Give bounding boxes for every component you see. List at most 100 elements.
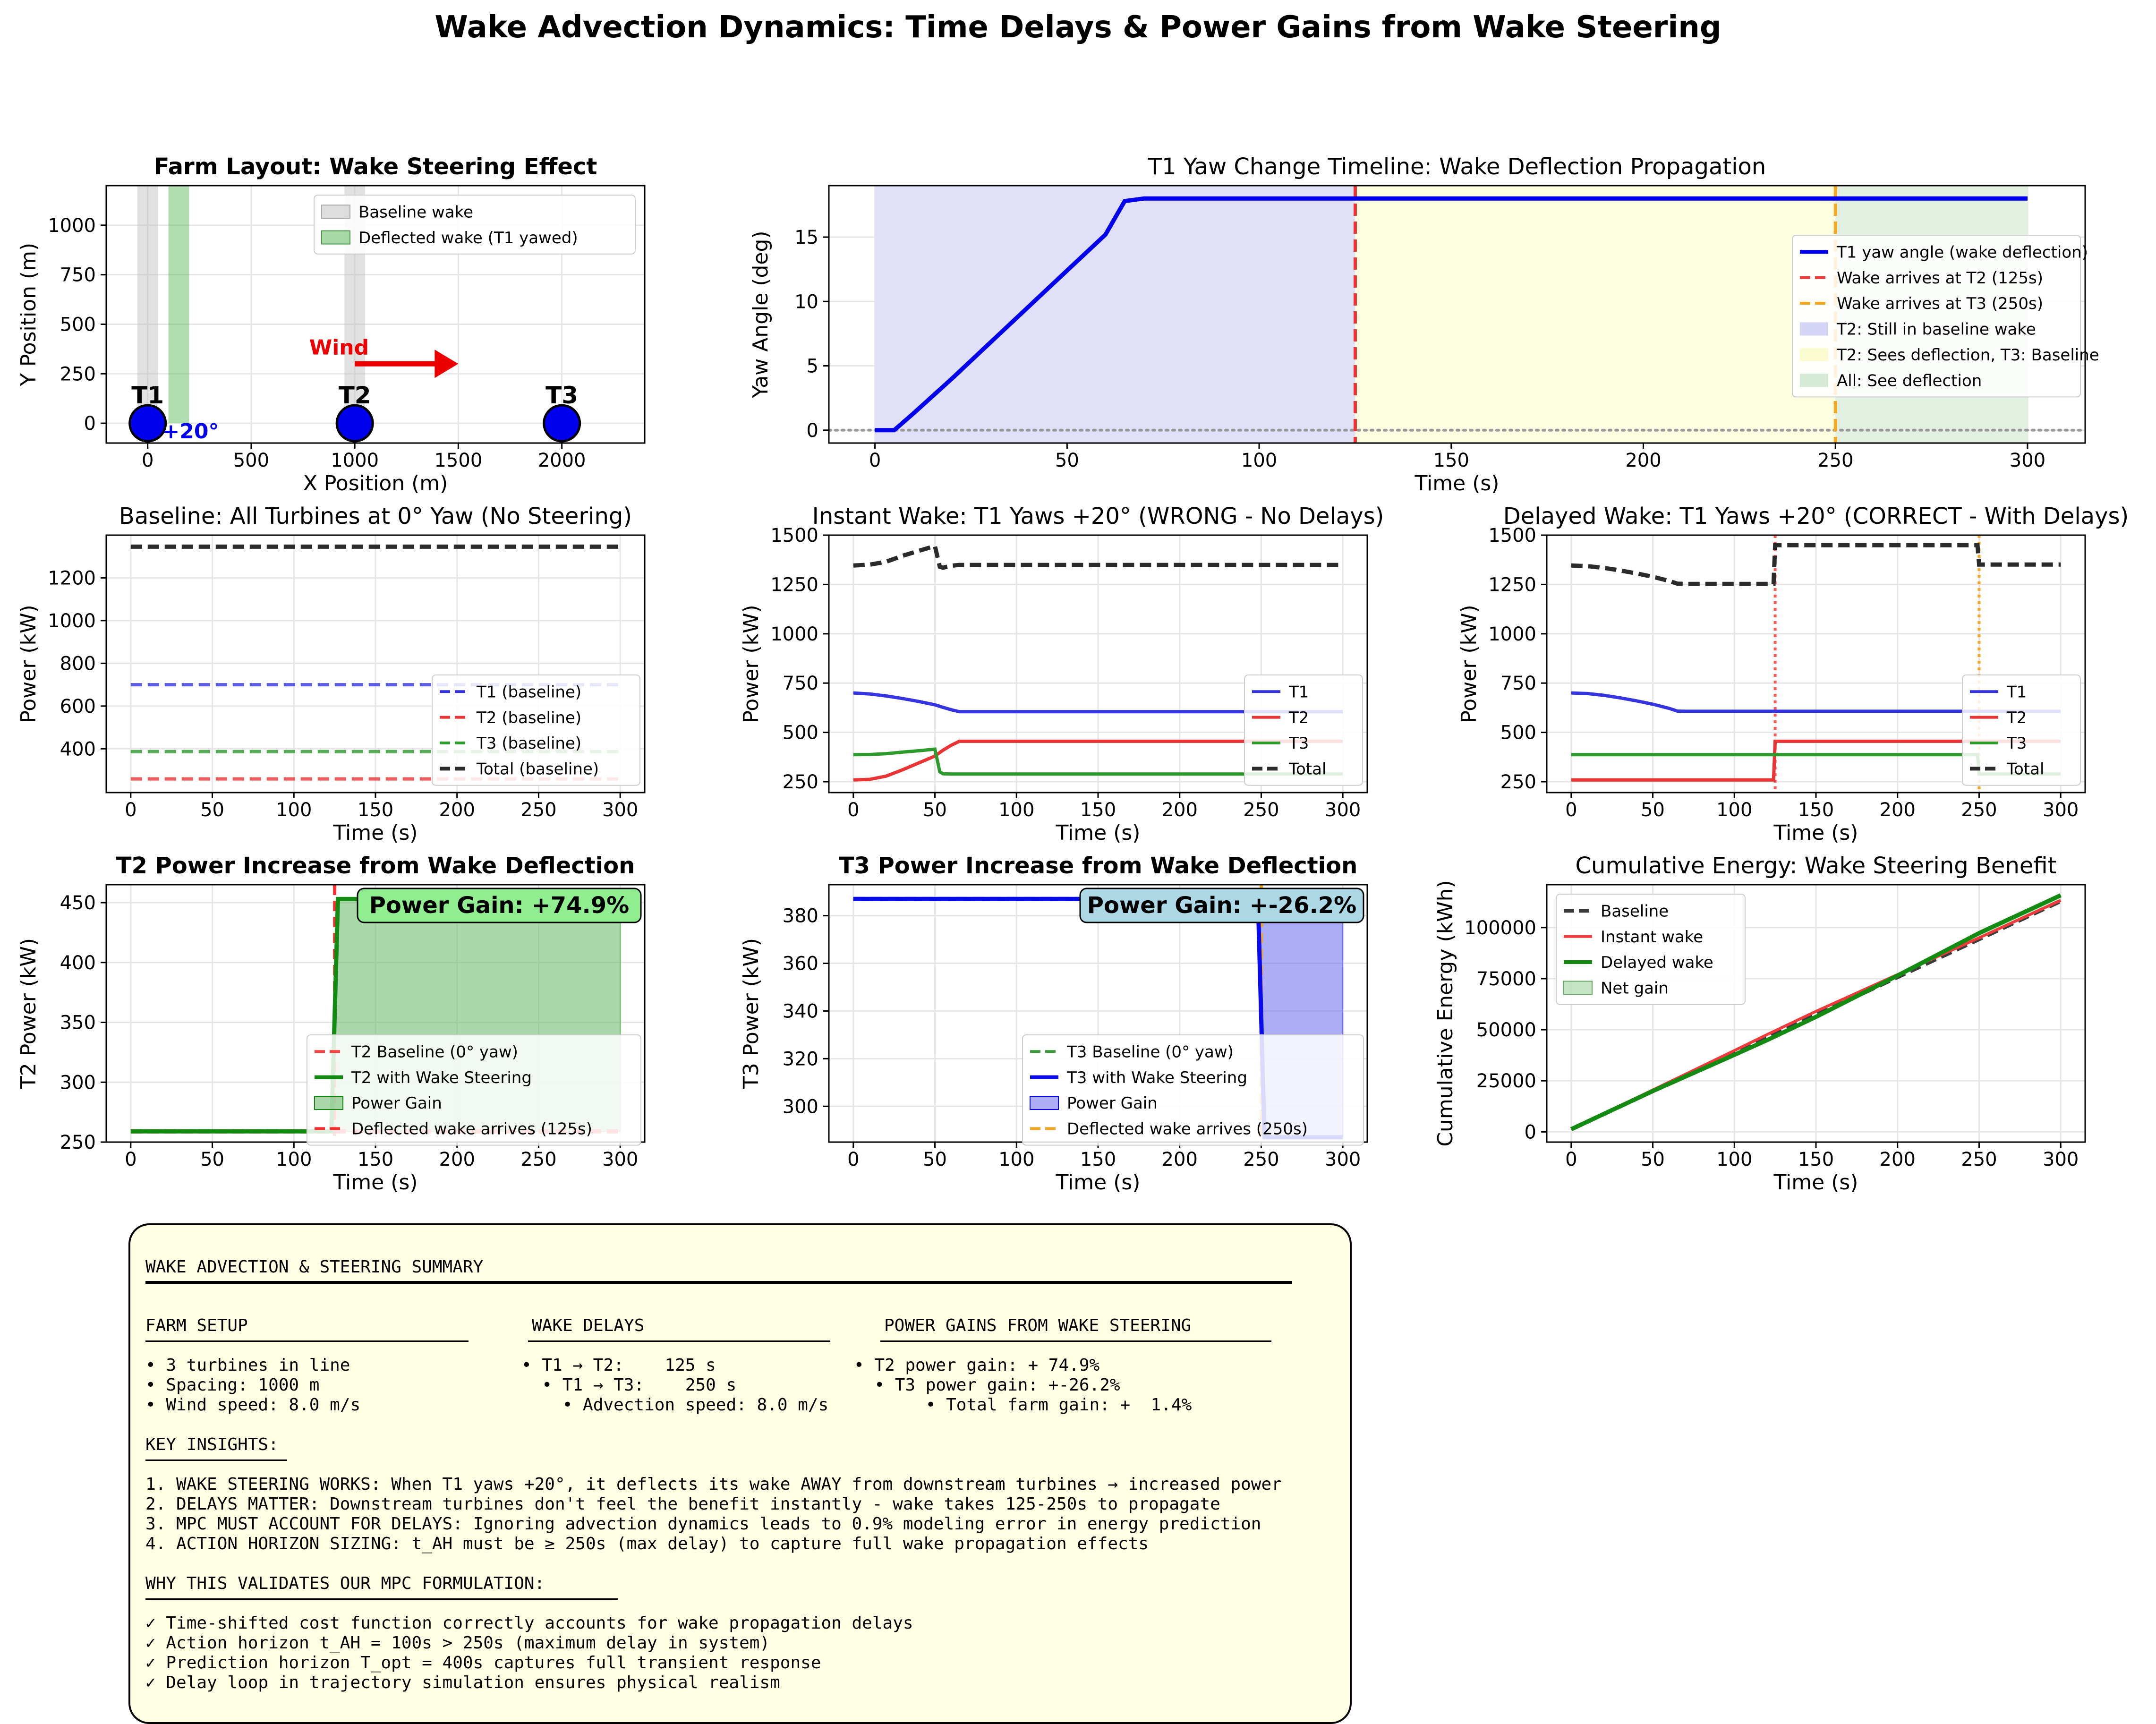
y-axis-label: T3 Power (kW) xyxy=(739,938,763,1089)
legend-label: T2: Sees deflection, T3: Baseline xyxy=(1836,346,2099,365)
x-tick-label: 300 xyxy=(602,1149,638,1170)
y-tick-label: 500 xyxy=(783,722,818,744)
y-axis-label: Power (kW) xyxy=(739,605,763,723)
power-gain-annotation: Power Gain: +74.9% xyxy=(369,892,630,919)
y-tick-label: 340 xyxy=(783,1000,818,1022)
y-tick-label: 1000 xyxy=(48,215,96,237)
x-tick-label: 0 xyxy=(125,1149,136,1170)
x-tick-label: 300 xyxy=(2010,450,2045,471)
x-tick-label: 250 xyxy=(520,799,556,821)
x-tick-label: 100 xyxy=(1241,450,1277,471)
legend-label: Wake arrives at T3 (250s) xyxy=(1837,294,2043,313)
turbine-marker xyxy=(543,404,581,443)
x-tick-label: 50 xyxy=(923,1149,947,1170)
farm-setup-line: • 3 turbines in line xyxy=(145,1356,350,1375)
insight-line: 2. DELAYS MATTER: Downstream turbines do… xyxy=(145,1494,1220,1514)
y-tick-label: 320 xyxy=(783,1048,818,1070)
t2-gain-chart: 0 50 100 150 200 250 300 250 300 350 400 450 Time (s… xyxy=(17,853,646,1195)
y-tick-label: 350 xyxy=(60,1012,96,1034)
x-tick-label: 1500 xyxy=(434,450,482,471)
legend-label: Total xyxy=(2006,760,2044,779)
why-line: ✓ Delay loop in trajectory simulation en… xyxy=(145,1673,780,1692)
y-tick-label: 750 xyxy=(60,265,96,286)
y-tick-label: 1250 xyxy=(770,574,818,596)
y-tick-label: 100000 xyxy=(1464,917,1536,939)
chart-title: T2 Power Increase from Wake Deflection xyxy=(116,853,635,879)
summary-box xyxy=(128,1223,1352,1724)
legend-box xyxy=(1962,674,2081,786)
y-tick-label: 0 xyxy=(807,420,818,442)
legend-label: T1 yaw angle (wake deflection) xyxy=(1836,243,2088,262)
legend: Baseline Instant wake Delayed wake Net gain xyxy=(1556,894,1746,1005)
plot-frame xyxy=(105,185,646,444)
y-tick-label: 750 xyxy=(783,673,818,694)
wake-delays-line: • T1 → T2: 125 s xyxy=(521,1356,716,1375)
legend-label: T3 xyxy=(1288,734,1309,753)
y-tick-label: 0 xyxy=(1525,1121,1536,1143)
t1-yaw-line xyxy=(875,196,2028,433)
legend-label: Net gain xyxy=(1601,979,1669,998)
y-axis-label: Yaw Angle (deg) xyxy=(749,230,773,398)
x-tick-label: 150 xyxy=(1080,1149,1116,1170)
legend-box xyxy=(307,1034,641,1146)
insight-line: 1. WAKE STEERING WORKS: When T1 yaws +20… xyxy=(145,1475,1282,1494)
legend-label: T1 (baseline) xyxy=(476,683,581,701)
legend-label: Baseline xyxy=(1601,902,1669,921)
y-tick-label: 800 xyxy=(60,653,96,674)
x-tick-label: 150 xyxy=(1080,799,1116,821)
chart-title: Instant Wake: T1 Yaws +20° (WRONG - No D… xyxy=(812,503,1384,529)
power-gains-rule xyxy=(880,1340,1271,1342)
x-tick-label: 300 xyxy=(602,799,638,821)
x-tick-label: 200 xyxy=(1162,799,1198,821)
y-tick-label: 300 xyxy=(60,1072,96,1093)
y-tick-label: 1000 xyxy=(48,610,96,632)
y-tick-label: 1000 xyxy=(770,623,818,645)
legend-label: T1 xyxy=(2006,683,2027,701)
x-tick-label: 300 xyxy=(1325,1149,1361,1170)
y-tick-label: 600 xyxy=(60,696,96,717)
y-tick-label: 10 xyxy=(794,291,818,313)
legend-label: T2 xyxy=(2006,708,2027,727)
why-heading: WHY THIS VALIDATES OUR MPC FORMULATION: xyxy=(145,1574,545,1593)
x-tick-label: 300 xyxy=(2043,1149,2079,1170)
y-tick-label: 1500 xyxy=(1488,525,1536,546)
y-tick-label: 500 xyxy=(1500,722,1536,744)
plot-frame xyxy=(828,185,2086,444)
legend-box xyxy=(1022,1034,1364,1146)
y-tick-label: 250 xyxy=(1500,771,1536,793)
x-tick-label: 0 xyxy=(847,1149,859,1170)
chart-title: Delayed Wake: T1 Yaws +20° (CORRECT - Wi… xyxy=(1503,503,2129,529)
x-tick-label: 250 xyxy=(1961,799,1997,821)
legend-label: T3 xyxy=(2006,734,2027,753)
x-tick-label: 100 xyxy=(276,799,312,821)
x-tick-label: 50 xyxy=(923,799,947,821)
summary-title-rule xyxy=(145,1281,1292,1284)
legend-label: T2 Baseline (0° yaw) xyxy=(351,1042,518,1061)
legend-swatch xyxy=(1563,981,1593,995)
legend: T1 (baseline) T2 (baseline) T3 (baseline) T… xyxy=(432,674,640,786)
x-tick-label: 50 xyxy=(200,1149,224,1170)
x-tick-label: 150 xyxy=(1798,799,1834,821)
legend-label: Power Gain xyxy=(351,1094,442,1113)
y-tick-label: 1200 xyxy=(48,567,96,589)
legend-swatch xyxy=(321,230,350,245)
legend-swatch xyxy=(1800,348,1828,361)
turbine-label: T1 xyxy=(131,382,164,409)
cumulative-energy-chart: 0 50 100 150 200 250 300 0 25000 50000 75000 100000… xyxy=(1433,853,2086,1195)
x-tick-label: 0 xyxy=(142,450,153,471)
delayed-energy-line xyxy=(1570,893,2062,1131)
legend-label: Total xyxy=(1288,760,1326,779)
why-rule xyxy=(145,1598,618,1600)
x-tick-label: 200 xyxy=(1880,1149,1916,1170)
why-line: ✓ Time-shifted cost function correctly a… xyxy=(145,1613,913,1633)
y-axis-label: Power (kW) xyxy=(17,605,41,723)
legend-swatch xyxy=(314,1096,343,1110)
y-tick-label: 300 xyxy=(783,1096,818,1118)
legend-label: T2: Still in baseline wake xyxy=(1836,320,2036,339)
x-tick-label: 100 xyxy=(998,799,1034,821)
baseline-wake xyxy=(137,186,158,424)
delayed-wake-chart: 0 50 100 150 200 250 300 250 500 750 1000 1250 1500 T… xyxy=(1457,503,2129,845)
x-axis-label: Time (s) xyxy=(1415,471,1500,495)
insights-rule xyxy=(145,1459,287,1461)
legend-swatch xyxy=(321,205,350,219)
